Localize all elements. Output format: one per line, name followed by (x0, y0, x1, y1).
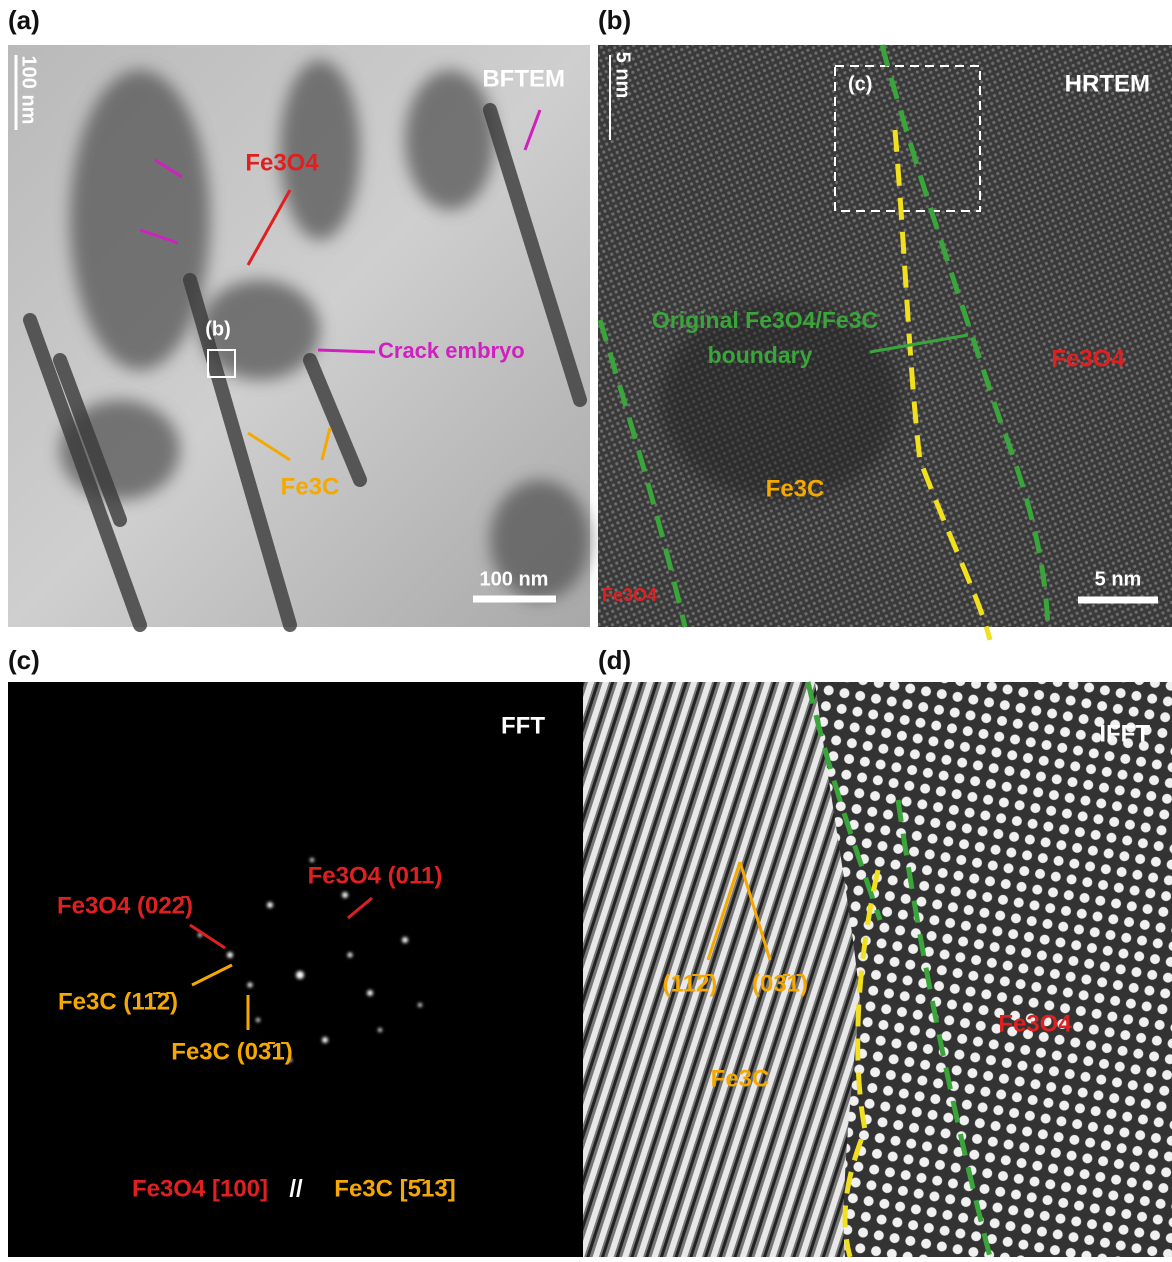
annotation: Fe3O4 (998, 1010, 1072, 1037)
scale-label: 5 nm (612, 52, 634, 99)
figure: (a) 100 nm BFTEM Fe3O4 (b) Crack embryo … (0, 0, 1172, 1257)
relation: Fe3O4 [100] (132, 1175, 268, 1202)
annotation: Fe3C (03̄1̄) (171, 1038, 292, 1065)
annotation: (c) (848, 73, 872, 95)
annotation: Fe3O4 (011) (308, 862, 443, 889)
annotation: Fe3O4 (245, 149, 319, 176)
scale-bar-label: 5 nm (1095, 568, 1142, 590)
mode-label: FFT (501, 712, 545, 739)
annotation: (b) (205, 318, 231, 340)
annotation: Fe3O4 (1051, 345, 1125, 372)
mode-label: IFFT (1099, 720, 1150, 747)
annotation: Fe3C (11̄2̄) (58, 988, 178, 1015)
scale-label: 100 nm (18, 56, 40, 125)
scale-bar-label: 100 nm (480, 568, 549, 590)
panel-label: (d) (598, 645, 631, 675)
mode-label: HRTEM (1065, 70, 1150, 97)
annotation: Fe3C (711, 1065, 770, 1092)
panel-label: (a) (8, 5, 40, 35)
mode-label: BFTEM (482, 65, 565, 92)
annotation: Original Fe3O4/Fe3C (652, 307, 878, 333)
micrograph (8, 45, 590, 627)
annotation: Fe3C (766, 475, 825, 502)
annotation: (11̄2̄) (663, 970, 718, 997)
annotation: Fe3O4 (022̄) (57, 892, 193, 919)
relation: Fe3C [5̄13̄] (334, 1175, 455, 1202)
annotation: (03̄1̄) (752, 970, 808, 997)
panel-label: (b) (598, 5, 631, 35)
fft-pattern (8, 682, 590, 1257)
relation: // (289, 1175, 303, 1202)
annotation: Fe3C (281, 473, 340, 500)
annotation: Crack embryo (378, 338, 525, 363)
annotation: Fe3O4 (602, 585, 657, 605)
annotation: boundary (708, 342, 813, 368)
panel-label: (c) (8, 645, 40, 675)
micrograph (598, 45, 1172, 627)
